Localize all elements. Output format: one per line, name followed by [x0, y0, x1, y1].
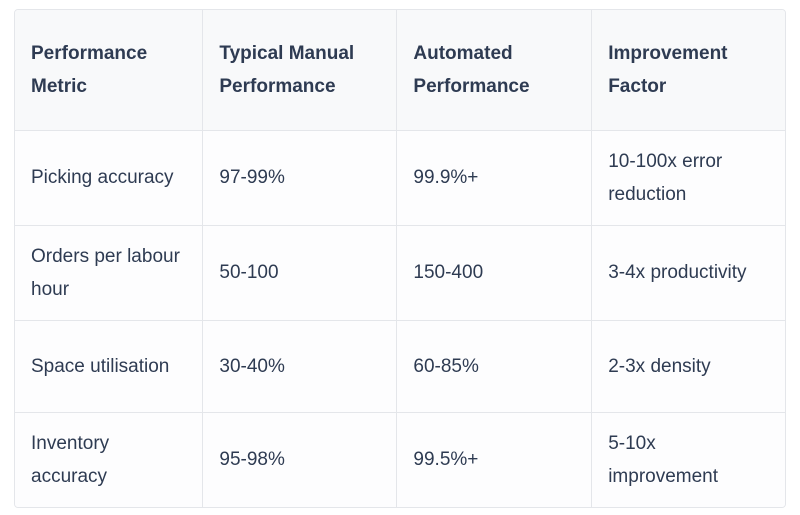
table-cell-improvement: 10-100x error reduction — [591, 130, 785, 226]
table-cell-manual: 50-100 — [202, 225, 398, 321]
table-row-orders-per-labour-hour: Orders per labour hour 50-100 150-400 3-… — [15, 225, 785, 321]
column-header-improvement-factor: Improvement Factor — [591, 10, 785, 131]
header-row: Performance Metric Typical Manual Perfor… — [15, 10, 785, 131]
table-cell-manual: 95-98% — [202, 412, 398, 507]
table-cell-automated: 99.9%+ — [396, 130, 593, 226]
column-header-performance-metric: Performance Metric — [15, 10, 204, 131]
table-row-space-utilisation: Space utilisation 30-40% 60-85% 2-3x den… — [15, 320, 785, 413]
performance-comparison-table: Performance Metric Typical Manual Perfor… — [14, 9, 786, 508]
table-cell-automated: 99.5%+ — [396, 412, 593, 507]
table-cell-manual: 97-99% — [202, 130, 398, 226]
table-cell-improvement: 2-3x density — [591, 320, 785, 413]
column-header-automated-performance: Automated Performance — [396, 10, 593, 131]
table-cell-improvement: 3-4x productivity — [591, 225, 785, 321]
table-cell-metric: Inventory accuracy — [15, 412, 204, 507]
table-cell-automated: 150-400 — [396, 225, 593, 321]
column-header-typical-manual-performance: Typical Manual Performance — [202, 10, 398, 131]
table-row-inventory-accuracy: Inventory accuracy 95-98% 99.5%+ 5-10x i… — [15, 412, 785, 507]
table-cell-metric: Picking accuracy — [15, 130, 204, 226]
table-cell-metric: Space utilisation — [15, 320, 204, 413]
data-table: Performance Metric Typical Manual Perfor… — [15, 10, 785, 507]
table-header: Performance Metric Typical Manual Perfor… — [15, 10, 785, 131]
table-cell-improvement: 5-10x improvement — [591, 412, 785, 507]
table-row-picking-accuracy: Picking accuracy 97-99% 99.9%+ 10-100x e… — [15, 130, 785, 226]
table-cell-metric: Orders per labour hour — [15, 225, 204, 321]
table-cell-automated: 60-85% — [396, 320, 593, 413]
table-cell-manual: 30-40% — [202, 320, 398, 413]
table-body: Picking accuracy 97-99% 99.9%+ 10-100x e… — [15, 130, 785, 507]
